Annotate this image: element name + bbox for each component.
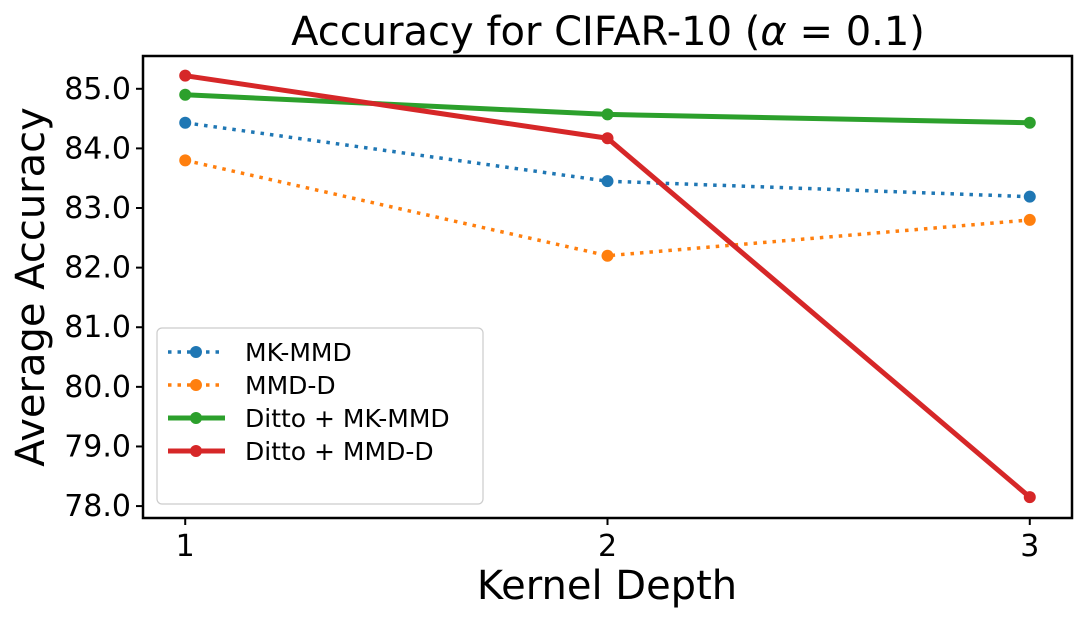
y-tick-label: 80.0 [64,370,131,405]
data-point-mk-mmd [601,175,614,188]
chart-title-alpha: α [760,9,786,55]
legend-label-mk-mmd: MK-MMD [245,338,352,367]
legend: MK-MMD MMD-D Ditto + MK-MMD Ditto + MMD-D [156,327,484,505]
data-point-mmd-d [1023,213,1036,226]
data-point-ditto-mk-mmd [601,108,614,121]
y-axis-ticks: 78.0 79.0 80.0 81.0 82.0 83.0 84.0 85.0 [64,72,143,524]
series-line-mmd-d [184,158,1030,258]
y-tick-label: 78.0 [64,489,131,524]
data-point-ditto-mk-mmd [179,88,192,101]
legend-marker-mk-mmd [190,346,202,358]
chart-title-main: Accuracy for CIFAR-10 ( [291,9,760,55]
data-point-mmd-d [179,154,192,167]
plot-frame [141,54,1074,520]
x-axis-label: Kernel Depth [477,563,737,609]
legend-marker-ditto-mk-mmd [190,412,202,424]
y-tick-label: 81.0 [64,310,131,345]
data-point-ditto-mk-mmd [1023,116,1036,129]
x-axis-ticks: 1 2 3 [176,518,1039,564]
legend-label-mmd-d: MMD-D [245,371,336,400]
legend-marker-ditto-mmd-d [190,445,202,457]
legend-marker-mmd-d [190,379,202,391]
data-point-ditto-mmd-d [179,69,192,82]
series-layer [179,69,1036,504]
data-point-ditto-mmd-d [1023,491,1036,504]
data-point-mk-mmd [179,116,192,129]
chart-title: Accuracy for CIFAR-10 (α = 0.1) [291,9,925,55]
y-tick-label: 85.0 [64,72,131,107]
legend-label-ditto-mmd-d: Ditto + MMD-D [245,437,434,466]
legend-label-ditto-mk-mmd: Ditto + MK-MMD [245,404,450,433]
chart-title-rest: = 0.1) [787,9,925,55]
data-point-mk-mmd [1023,190,1036,203]
y-tick-label: 79.0 [64,429,131,464]
y-tick-label: 82.0 [64,251,131,286]
x-tick-label: 1 [176,529,195,564]
y-tick-label: 83.0 [64,191,131,226]
data-point-ditto-mmd-d [601,132,614,145]
data-point-mmd-d [601,249,614,262]
legend-items: MK-MMD MMD-D Ditto + MK-MMD Ditto + MMD-D [168,338,450,466]
x-tick-label: 3 [1020,529,1039,564]
legend-box [156,327,484,505]
y-tick-label: 84.0 [64,131,131,166]
y-axis-label: Average Accuracy [8,107,54,467]
x-tick-label: 2 [598,529,617,564]
